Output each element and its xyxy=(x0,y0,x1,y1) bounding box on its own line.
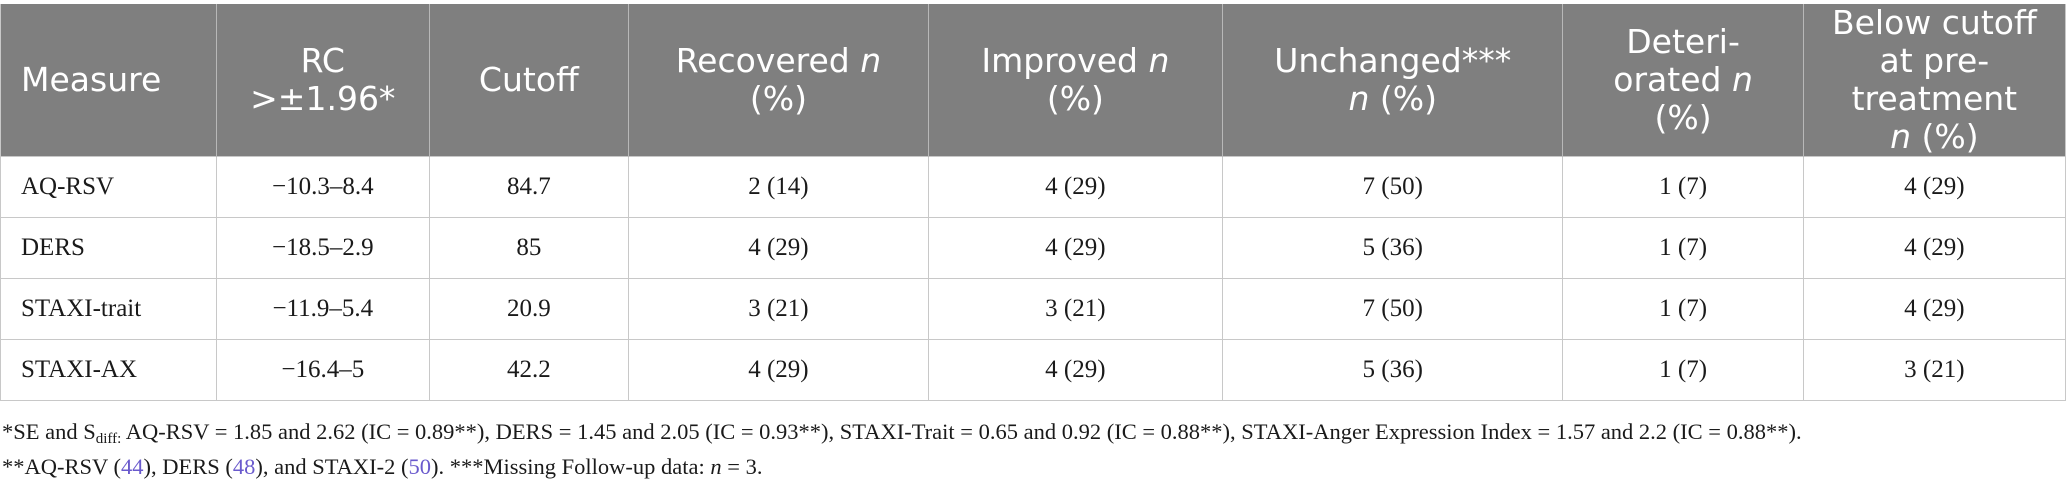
table-footnotes: *SE and Sdiff: AQ-RSV = 1.85 and 2.62 (I… xyxy=(2,414,2062,484)
cell-improved: 3 (21) xyxy=(927,278,1223,340)
cell-below-cutoff: 4 (29) xyxy=(1802,217,2067,279)
cell-unchanged: 5 (36) xyxy=(1221,217,1564,279)
cell-unchanged: 7 (50) xyxy=(1221,278,1564,340)
table-header-row: Measure RC >±1.96* Cutoff Recovered n (%)… xyxy=(0,4,2067,157)
header-unchanged: Unchanged*** n (%) xyxy=(1221,4,1563,157)
header-measure: Measure xyxy=(0,4,217,157)
cell-rc: −18.5–2.9 xyxy=(215,217,430,279)
cell-unchanged: 5 (36) xyxy=(1221,339,1564,401)
cell-below-cutoff: 4 (29) xyxy=(1802,156,2067,218)
cell-cutoff: 20.9 xyxy=(428,278,630,340)
cell-recovered: 4 (29) xyxy=(628,339,929,401)
reference-link-44[interactable]: 44 xyxy=(120,454,144,479)
cell-improved: 4 (29) xyxy=(927,217,1223,279)
cell-measure: STAXI-AX xyxy=(0,339,217,401)
cell-improved: 4 (29) xyxy=(927,156,1223,218)
header-improved: Improved n (%) xyxy=(927,4,1223,157)
cell-below-cutoff: 4 (29) xyxy=(1802,278,2067,340)
cell-measure: AQ-RSV xyxy=(0,156,217,218)
table-row: STAXI-trait −11.9–5.4 20.9 3 (21) 3 (21)… xyxy=(0,278,2067,340)
table-row: STAXI-AX −16.4–5 42.2 4 (29) 4 (29) 5 (3… xyxy=(0,339,2067,401)
results-table-container: Measure RC >±1.96* Cutoff Recovered n (%)… xyxy=(0,4,2067,401)
reliable-change-table: Measure RC >±1.96* Cutoff Recovered n (%)… xyxy=(0,4,2067,401)
cell-unchanged: 7 (50) xyxy=(1221,156,1564,218)
cell-recovered: 4 (29) xyxy=(628,217,929,279)
table-row: AQ-RSV −10.3–8.4 84.7 2 (14) 4 (29) 7 (5… xyxy=(0,156,2067,218)
reference-link-50[interactable]: 50 xyxy=(408,454,432,479)
cell-recovered: 3 (21) xyxy=(628,278,929,340)
cell-cutoff: 42.2 xyxy=(428,339,630,401)
cell-deteriorated: 1 (7) xyxy=(1562,339,1804,401)
cell-cutoff: 85 xyxy=(428,217,630,279)
cell-deteriorated: 1 (7) xyxy=(1562,217,1804,279)
cell-recovered: 2 (14) xyxy=(628,156,929,218)
cell-rc: −10.3–8.4 xyxy=(215,156,430,218)
cell-cutoff: 84.7 xyxy=(428,156,630,218)
cell-deteriorated: 1 (7) xyxy=(1562,278,1804,340)
cell-rc: −11.9–5.4 xyxy=(215,278,430,340)
header-deteriorated: Deteri-orated n (%) xyxy=(1562,4,1804,157)
footnote-line-2: **AQ-RSV (44), DERS (48), and STAXI-2 (5… xyxy=(2,454,763,479)
cell-deteriorated: 1 (7) xyxy=(1562,156,1804,218)
header-rc: RC >±1.96* xyxy=(215,4,430,157)
header-cutoff: Cutoff xyxy=(428,4,629,157)
cell-measure: STAXI-trait xyxy=(0,278,217,340)
cell-rc: −16.4–5 xyxy=(215,339,430,401)
table-row: DERS −18.5–2.9 85 4 (29) 4 (29) 5 (36) 1… xyxy=(0,217,2067,279)
cell-measure: DERS xyxy=(0,217,217,279)
reference-link-48[interactable]: 48 xyxy=(232,454,256,479)
footnote-line-1: *SE and Sdiff: AQ-RSV = 1.85 and 2.62 (I… xyxy=(2,419,1802,447)
header-below-cutoff: Below cutoff at pre-treatment n (%) xyxy=(1802,4,2067,157)
cell-improved: 4 (29) xyxy=(927,339,1223,401)
cell-below-cutoff: 3 (21) xyxy=(1802,339,2067,401)
header-recovered: Recovered n (%) xyxy=(628,4,929,157)
